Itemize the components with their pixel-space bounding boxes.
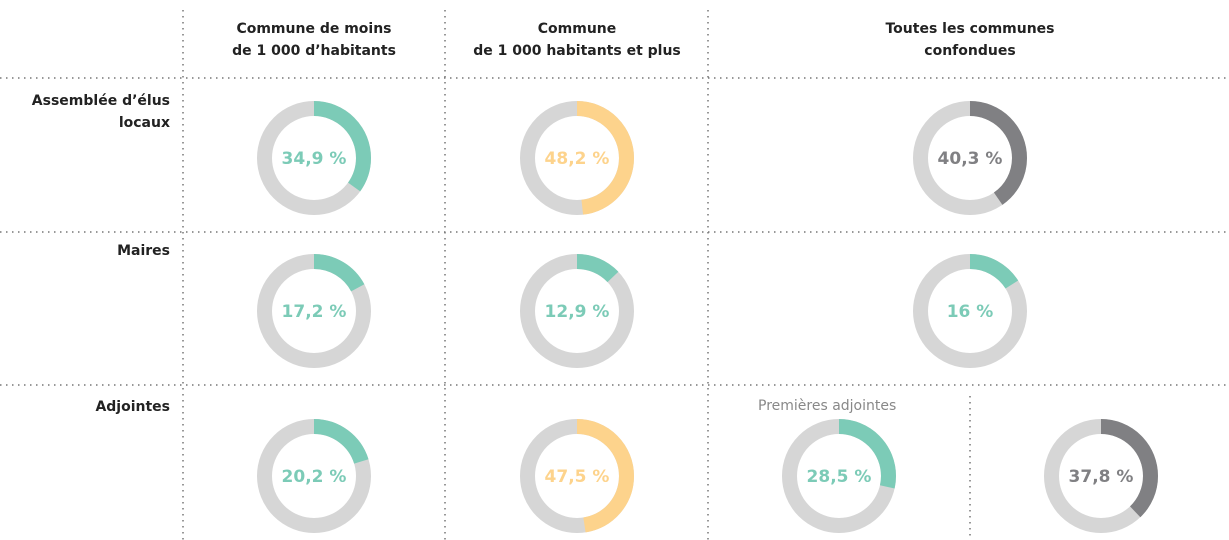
- donut-arc: [257, 101, 371, 215]
- donut-label: 17,2 %: [282, 302, 347, 322]
- row-label: Adjointes: [10, 396, 170, 418]
- row-label-line: locaux: [118, 115, 170, 131]
- donut-arc: [520, 101, 634, 215]
- column-header-line: de 1 000 habitants et plus: [473, 43, 681, 59]
- donut-arc: [257, 419, 371, 533]
- row-label-line: Adjointes: [95, 399, 170, 415]
- row-label: Maires: [10, 240, 170, 262]
- donut-arc: [913, 101, 1027, 215]
- donut-arc: [520, 254, 634, 368]
- column-header: Toutes les communes confondues: [845, 18, 1095, 62]
- row-label-line: Maires: [117, 243, 170, 259]
- donut-arc: [1044, 419, 1158, 533]
- donut-arc: [520, 419, 634, 533]
- row-label: Assemblée d’élus locaux: [10, 90, 170, 134]
- column-header: Commune de moins de 1 000 d’habitants: [189, 18, 439, 62]
- column-header-line: Commune: [537, 21, 617, 37]
- column-header: Commune de 1 000 habitants et plus: [452, 18, 702, 62]
- column-header-line: Commune de moins: [236, 21, 392, 37]
- donut-arc: [782, 419, 896, 533]
- column-header-line: Toutes les communes confondues: [885, 21, 1055, 59]
- donut-label: 40,3 %: [938, 149, 1003, 169]
- donut-label: 12,9 %: [545, 302, 610, 322]
- donut-label: 47,5 %: [545, 467, 610, 487]
- donut-label: 20,2 %: [282, 467, 347, 487]
- donut-label: 48,2 %: [545, 149, 610, 169]
- annotation: Premières adjointes: [758, 398, 897, 414]
- donut-label: 28,5 %: [807, 467, 872, 487]
- donut-label: 34,9 %: [282, 149, 347, 169]
- donut-arc: [913, 254, 1027, 368]
- donut-label: 37,8 %: [1069, 467, 1134, 487]
- donut-arc: [257, 254, 371, 368]
- donut-label: 16 %: [947, 302, 994, 322]
- column-header-line: de 1 000 d’habitants: [232, 43, 396, 59]
- row-label-line: Assemblée d’élus: [31, 93, 170, 109]
